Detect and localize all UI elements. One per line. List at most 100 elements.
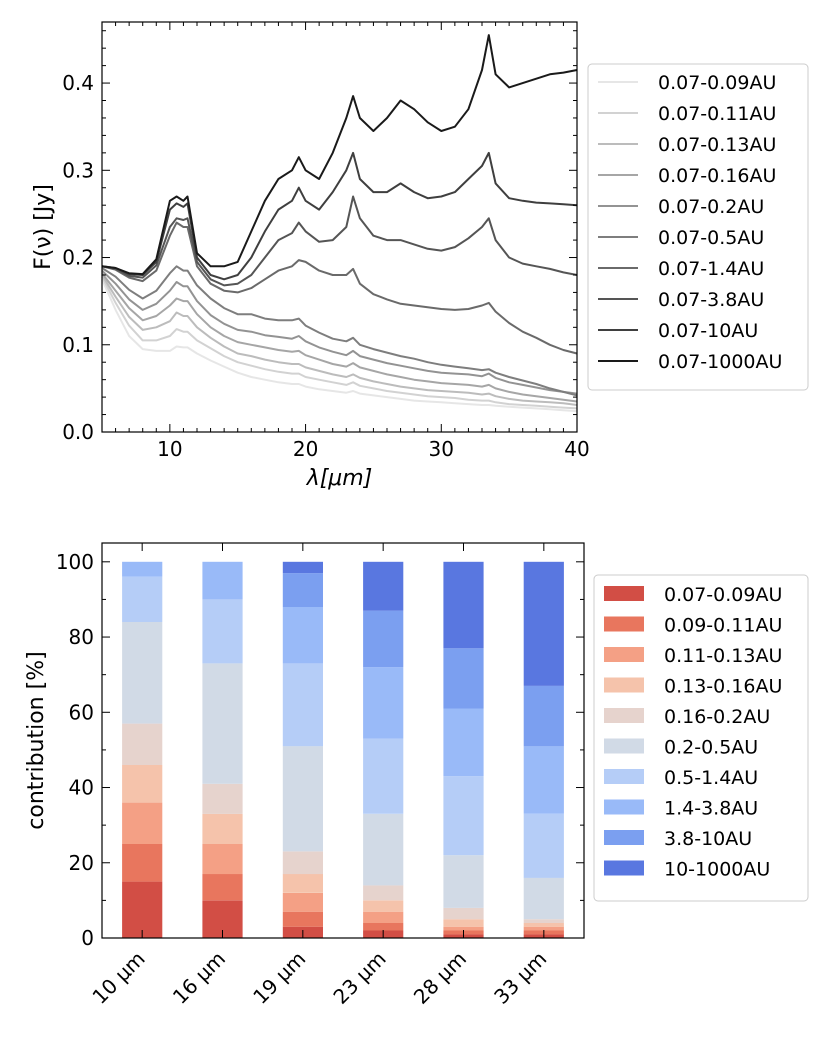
y-tick-label-1: 0.1 [62, 333, 94, 357]
bar-category-label-2: 19 μm [248, 947, 310, 1009]
series-line-0 [101, 278, 578, 413]
bar-y-tick-label-2: 40 [69, 776, 94, 800]
bar-legend-swatch-8 [604, 830, 644, 845]
bar-segment-3-5 [363, 813, 404, 886]
bar-chart-legend: 0.07-0.09AU 0.09-0.11AU 0.11-0.13AU 0.13-0.… [593, 574, 809, 902]
series-line-5 [101, 265, 578, 397]
series-line-6 [101, 221, 578, 355]
bar-legend-label-8: 3.8-10AU [664, 828, 752, 850]
series-line-1 [101, 276, 578, 410]
bar-y-tick-label-1: 20 [69, 851, 94, 875]
bar-segment-2-1 [282, 911, 323, 927]
line-chart-y-axis-label: F(ν) [Jy] [31, 184, 56, 270]
line-chart-x-axis-label: λ[μm] [306, 466, 373, 491]
bar-segment-0-7 [122, 561, 163, 577]
x-tick-label-3: 40 [564, 437, 589, 461]
legend-label-8: 0.07-10AU [658, 320, 758, 342]
y-tick-label-3: 0.3 [62, 158, 94, 182]
y-tick-label-0: 0.0 [62, 420, 94, 444]
bar-category-label-5: 33 μm [489, 947, 551, 1009]
bar-legend-label-5: 0.2-0.5AU [664, 737, 758, 759]
bar-legend-label-2: 0.11-0.13AU [664, 645, 782, 667]
bar-legend-swatch-4 [604, 708, 644, 723]
bar-segment-4-6 [443, 776, 484, 856]
legend-box [587, 63, 809, 391]
legend-label-7: 0.07-3.8AU [658, 289, 764, 311]
bar-segment-3-1 [363, 923, 404, 931]
bar-legend-swatch-9 [604, 860, 644, 876]
line-chart: 10 20 30 400.00.10.20.30.4 λ[μm] F(ν) [Jy] … [31, 21, 809, 491]
bar-segment-4-2 [443, 926, 484, 931]
bar-legend-label-9: 10-1000AU [664, 859, 770, 881]
bar-segment-0-1 [122, 844, 163, 882]
legend-label-1: 0.07-0.11AU [658, 103, 776, 125]
bar-segment-2-4 [282, 851, 323, 875]
y-tick-label-4: 0.4 [62, 71, 94, 95]
bar-segment-4-5 [443, 855, 484, 908]
bar-category-label-3: 23 μm [328, 947, 390, 1009]
series-line-2 [101, 274, 578, 406]
bar-segment-3-8 [363, 610, 404, 668]
bar-category-label-4: 28 μm [409, 947, 471, 1009]
legend-label-9: 0.07-1000AU [658, 351, 782, 373]
bar-segment-4-3 [443, 919, 484, 927]
bar-segment-1-6 [202, 599, 243, 664]
bar-y-tick-label-4: 80 [69, 625, 94, 649]
bar-segment-2-8 [282, 573, 323, 607]
bar-segment-3-3 [363, 900, 404, 912]
bar-segment-5-3 [523, 923, 564, 927]
bar-segment-3-9 [363, 561, 404, 611]
bar-segment-4-8 [443, 648, 484, 709]
bar-legend-swatch-6 [604, 769, 644, 784]
bar-y-tick-label-0: 0 [81, 926, 94, 950]
bar-segment-1-4 [202, 783, 243, 814]
bar-legend-label-7: 1.4-3.8AU [664, 798, 758, 820]
bar-legend-label-4: 0.16-0.2AU [664, 706, 770, 728]
x-tick-label-1: 20 [293, 437, 318, 461]
bar-segment-5-6 [523, 813, 564, 878]
bar-segment-3-7 [363, 667, 404, 739]
line-chart-frame [101, 21, 578, 433]
bar-y-tick-label-5: 100 [56, 550, 94, 574]
legend-label-0: 0.07-0.09AU [658, 72, 776, 94]
bar-legend-box [593, 574, 809, 902]
bar-segment-2-9 [282, 561, 323, 574]
bar-segment-0-5 [122, 622, 163, 724]
bar-segment-5-5 [523, 877, 564, 920]
bar-legend-swatch-5 [604, 738, 644, 754]
bar-segment-3-2 [363, 911, 404, 923]
bar-segment-2-2 [282, 892, 323, 912]
stacked-bar-chart: 10 μm 16 μm 19 μm 23 μm 28 μm 33 μm 0 20 40 60 80 1… [24, 542, 809, 1009]
bar-legend-label-1: 0.09-0.11AU [664, 615, 782, 637]
line-chart-series [101, 34, 578, 413]
bar-y-tick-label-3: 60 [69, 700, 94, 724]
line-chart-legend: 0.07-0.09AU 0.07-0.11AU 0.07-0.13AU 0.07-0.… [587, 63, 809, 391]
bar-chart-frame [101, 542, 585, 939]
bar-chart-bars [122, 561, 564, 938]
legend-label-2: 0.07-0.13AU [658, 134, 776, 156]
legend-label-6: 0.07-1.4AU [658, 258, 764, 280]
legend-label-5: 0.07-0.5AU [658, 227, 764, 249]
bar-category-label-0: 10 μm [87, 947, 149, 1009]
bar-segment-1-2 [202, 844, 243, 875]
bar-category-label-1: 16 μm [168, 947, 230, 1009]
bar-segment-1-1 [202, 874, 243, 901]
bar-segment-4-9 [443, 561, 484, 649]
x-tick-label-0: 10 [157, 437, 182, 461]
y-tick-label-2: 0.2 [62, 246, 94, 270]
bar-segment-0-2 [122, 802, 163, 844]
series-line-3 [101, 272, 578, 403]
x-tick-label-2: 30 [429, 437, 454, 461]
bar-legend-swatch-1 [604, 616, 644, 632]
bar-segment-2-6 [282, 663, 323, 747]
series-line-7 [101, 195, 578, 287]
bar-segment-5-8 [523, 686, 564, 747]
bar-segment-2-5 [282, 746, 323, 852]
bar-segment-2-3 [282, 874, 323, 893]
bar-legend-label-0: 0.07-0.09AU [664, 584, 782, 606]
bar-segment-5-7 [523, 746, 564, 814]
bar-segment-0-3 [122, 765, 163, 803]
series-line-8 [101, 151, 578, 281]
bar-segment-3-6 [363, 738, 404, 814]
line-chart-ticks: 10 20 30 40 0.0 0.1 0.2 0.3 0.4 [62, 22, 590, 461]
